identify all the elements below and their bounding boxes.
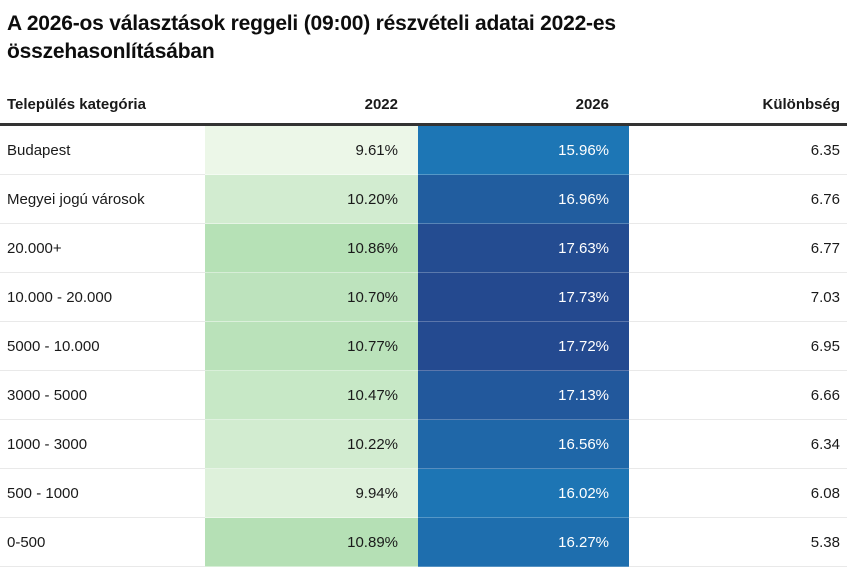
cell-2022-value: 9.94% [205, 468, 418, 519]
cell-difference-value: 6.95 [629, 321, 847, 372]
row-category-label: 5000 - 10.000 [0, 321, 205, 372]
table-row: 500 - 1000 9.94% 16.02% 6.08 [0, 468, 847, 519]
cell-2022-value: 10.20% [205, 174, 418, 225]
column-header-category: Település kategória [0, 84, 205, 127]
table-row: 3000 - 5000 10.47% 17.13% 6.66 [0, 370, 847, 421]
table-row: 5000 - 10.000 10.77% 17.72% 6.95 [0, 321, 847, 372]
cell-2026-value: 17.72% [418, 321, 629, 372]
row-category-label: 20.000+ [0, 223, 205, 274]
row-category-label: 0-500 [0, 517, 205, 568]
cell-2026-value: 16.02% [418, 468, 629, 519]
table-row: Megyei jogú városok 10.20% 16.96% 6.76 [0, 174, 847, 225]
cell-2022-value: 10.89% [205, 517, 418, 568]
cell-2022-value: 10.22% [205, 419, 418, 470]
cell-difference-value: 6.08 [629, 468, 847, 519]
chart-title: A 2026-os választások reggeli (09:00) ré… [7, 12, 616, 64]
column-header-2022: 2022 [205, 84, 418, 127]
table-row: 10.000 - 20.000 10.70% 17.73% 7.03 [0, 272, 847, 323]
cell-2026-value: 16.27% [418, 517, 629, 568]
row-category-label: Budapest [0, 124, 205, 176]
row-category-label: 3000 - 5000 [0, 370, 205, 421]
cell-2022-value: 10.77% [205, 321, 418, 372]
cell-2026-value: 17.13% [418, 370, 629, 421]
table-body: Budapest 9.61% 15.96% 6.35 Megyei jogú város… [0, 124, 847, 568]
table-row: 1000 - 3000 10.22% 16.56% 6.34 [0, 419, 847, 470]
table-row: Budapest 9.61% 15.96% 6.35 [0, 124, 847, 176]
cell-2022-value: 10.70% [205, 272, 418, 323]
cell-2026-value: 17.73% [418, 272, 629, 323]
cell-2026-value: 16.56% [418, 419, 629, 470]
cell-difference-value: 6.77 [629, 223, 847, 274]
table-row: 20.000+ 10.86% 17.63% 6.77 [0, 223, 847, 274]
column-header-difference: Különbség [629, 84, 847, 127]
cell-2026-value: 16.96% [418, 174, 629, 225]
cell-2026-value: 17.63% [418, 223, 629, 274]
row-category-label: Megyei jogú városok [0, 174, 205, 225]
cell-2022-value: 10.47% [205, 370, 418, 421]
cell-2022-value: 9.61% [205, 124, 418, 176]
cell-difference-value: 6.76 [629, 174, 847, 225]
row-category-label: 500 - 1000 [0, 468, 205, 519]
table-row: 0-500 10.89% 16.27% 5.38 [0, 517, 847, 568]
column-header-2026: 2026 [418, 84, 629, 127]
cell-2026-value: 15.96% [418, 124, 629, 176]
row-category-label: 1000 - 3000 [0, 419, 205, 470]
cell-difference-value: 6.35 [629, 124, 847, 176]
cell-2022-value: 10.86% [205, 223, 418, 274]
cell-difference-value: 5.38 [629, 517, 847, 568]
cell-difference-value: 7.03 [629, 272, 847, 323]
cell-difference-value: 6.34 [629, 419, 847, 470]
data-table: Település kategória 2022 2026 Különbség … [0, 84, 847, 568]
cell-difference-value: 6.66 [629, 370, 847, 421]
header-row: Település kategória 2022 2026 Különbség [0, 84, 847, 127]
row-category-label: 10.000 - 20.000 [0, 272, 205, 323]
